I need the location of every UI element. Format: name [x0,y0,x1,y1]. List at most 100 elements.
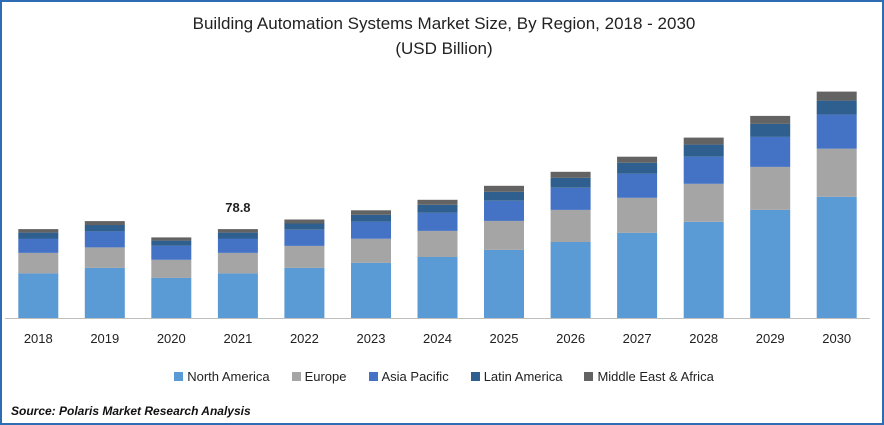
legend-item-asia-pacific: Asia Pacific [368,369,449,384]
bar-segment-2025-asia-pacific [484,200,524,221]
bar-segment-2018-middle-east-africa [18,229,59,233]
bar-segment-2024-latin-america [417,204,458,213]
x-tick-label: 2024 [423,331,452,346]
bar-segment-2028-middle-east-africa [683,137,724,145]
legend-label: Latin America [483,369,563,384]
bar-segment-2021-north-america [217,273,258,318]
bar-segment-2023-north-america [351,262,391,318]
data-label-2021: 78.8 [225,200,250,215]
bar-segment-2028-latin-america [683,144,724,157]
bar-segment-2030-europe [816,148,857,197]
legend-item-middle-east-africa: Middle East & Africa [584,369,714,384]
x-tick-label: 2019 [90,331,119,346]
bar-segment-2023-latin-america [351,214,391,222]
legend-label: Asia Pacific [381,369,449,384]
x-tick-label: 2027 [623,331,652,346]
bar-segment-2018-north-america [18,273,59,318]
bar-segment-2026-europe [550,209,591,242]
bar-segment-2026-north-america [550,241,591,318]
legend-swatch [584,372,594,381]
legend-label: North America [187,369,270,384]
bar-segment-2022-latin-america [284,223,325,230]
legend-swatch [368,372,378,381]
bar-segment-2030-latin-america [816,100,857,115]
legend-item-latin-america: Latin America [470,369,563,384]
x-tick-label: 2025 [490,331,519,346]
x-tick-label: 2023 [357,331,386,346]
bar-segment-2029-north-america [750,209,791,318]
chart-title: Building Automation Systems Market Size,… [192,14,696,33]
bar-segment-2022-asia-pacific [284,229,325,246]
legend-label: Europe [304,369,347,384]
bar-segment-2028-asia-pacific [683,156,724,184]
x-tick-label: 2021 [223,331,252,346]
bar-segment-2019-europe [84,247,125,268]
x-tick-label: 2026 [556,331,585,346]
legend-label: Middle East & Africa [597,369,714,384]
chart-legend: North America Europe Asia Pacific Latin Ame… [2,369,884,384]
source-note: Source: Polaris Market Research Analysis [11,404,251,418]
legend-swatch [470,372,480,381]
bar-segment-2029-europe [750,166,791,210]
bar-segment-2019-middle-east-africa [84,221,125,226]
stacked-bar-chart: 2018 2019 2020 2021 78.8 2022 2023 2024 2025 2026… [5,91,870,346]
bar-segment-2027-middle-east-africa [617,156,658,163]
bar-segment-2028-north-america [683,221,724,318]
bar-segment-2030-middle-east-africa [816,91,857,101]
bar-segment-2020-north-america [151,277,192,318]
bar-segment-2019-latin-america [84,225,125,232]
bar-segment-2024-asia-pacific [417,212,458,231]
x-tick-label: 2020 [157,331,186,346]
bar-segment-2028-europe [683,183,724,222]
x-tick-label: 2029 [756,331,785,346]
bar-segment-2026-middle-east-africa [550,171,591,178]
bar-segment-2018-europe [18,253,59,274]
bar-segment-2029-asia-pacific [750,136,791,167]
bar-segment-2020-latin-america [151,240,192,246]
bar-segment-2024-europe [417,230,458,257]
bar-segment-2027-north-america [617,232,658,318]
bar-segment-2022-middle-east-africa [284,219,325,224]
bar-segment-2025-europe [484,220,524,250]
bar-segment-2021-asia-pacific [217,238,258,253]
bar-segment-2030-asia-pacific [816,114,857,149]
bar-segment-2029-middle-east-africa [750,115,791,124]
bar-segment-2020-asia-pacific [151,245,192,260]
bar-segment-2025-latin-america [484,191,524,201]
x-tick-label: 2022 [290,331,319,346]
legend-item-north-america: North America [174,369,270,384]
bar-segment-2021-latin-america [217,232,258,239]
bar-segment-2027-europe [617,197,658,233]
bar-segment-2019-north-america [84,267,125,318]
bar-segment-2022-north-america [284,267,325,318]
bar-segment-2024-north-america [417,256,458,318]
bar-segment-2023-europe [351,238,391,263]
bar-segment-2020-europe [151,259,192,278]
legend-item-europe: Europe [291,369,347,384]
legend-swatch [174,372,184,381]
bar-segment-2023-asia-pacific [351,221,391,239]
bar-segment-2021-middle-east-africa [217,229,258,233]
bar-segment-2027-asia-pacific [617,173,658,198]
legend-swatch [291,372,301,381]
x-tick-label: 2030 [822,331,851,346]
bar-segment-2029-latin-america [750,123,791,137]
bar-segment-2018-asia-pacific [18,238,59,253]
bar-segment-2025-middle-east-africa [484,185,524,192]
bar-segment-2030-north-america [816,196,857,318]
chart-subtitle: (USD Billion) [395,39,493,58]
bar-segment-2018-latin-america [18,232,59,239]
x-tick-label: 2028 [689,331,718,346]
bar-segment-2019-asia-pacific [84,231,125,248]
bar-segment-2026-latin-america [550,177,591,188]
bar-segment-2026-asia-pacific [550,187,591,210]
bar-segment-2027-latin-america [617,162,658,174]
bar-segment-2023-middle-east-africa [351,210,391,215]
bar-segment-2021-europe [217,253,258,274]
x-tick-label: 2018 [24,331,53,346]
bar-segment-2025-north-america [484,249,524,318]
bar-segment-2022-europe [284,245,325,268]
bar-segment-2024-middle-east-africa [417,199,458,205]
bar-segment-2020-middle-east-africa [151,237,192,241]
